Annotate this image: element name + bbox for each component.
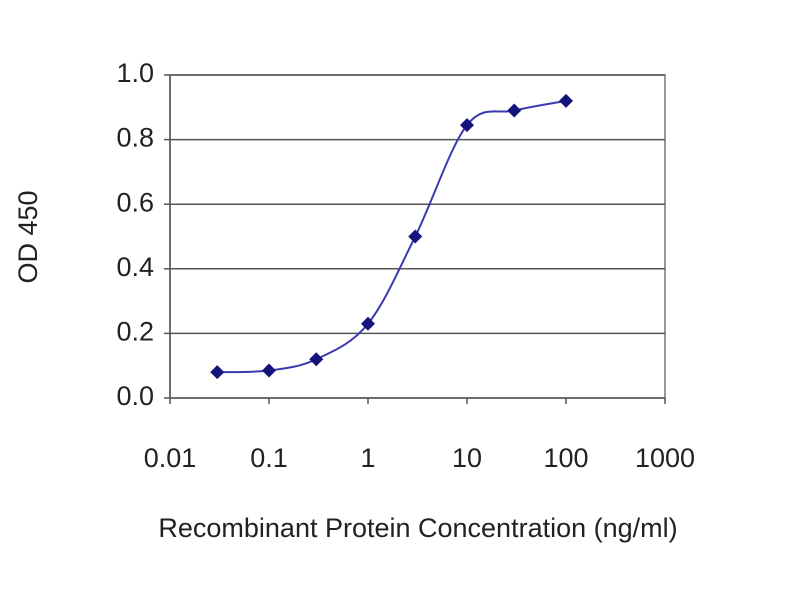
x-tick-label: 1	[360, 443, 375, 473]
y-tick-label: 0.4	[116, 252, 154, 282]
data-point	[460, 118, 474, 133]
x-tick-label: 0.01	[144, 443, 197, 473]
y-tick-label: 0.2	[116, 317, 154, 347]
x-tick-label: 1000	[635, 443, 695, 473]
y-tick-label: 0.6	[116, 187, 154, 217]
x-tick-label: 100	[543, 443, 588, 473]
data-point	[309, 352, 324, 367]
y-tick-label: 0.8	[116, 123, 154, 153]
x-tick-label: 0.1	[250, 443, 288, 473]
data-point	[408, 229, 423, 244]
data-point	[210, 365, 225, 380]
data-point	[507, 103, 522, 118]
x-tick-label: 10	[452, 443, 482, 473]
y-tick-label: 0.0	[116, 381, 154, 411]
data-point	[559, 93, 573, 108]
y-axis-label: OD 450	[13, 190, 43, 283]
data-point	[262, 363, 276, 378]
x-axis-label: Recombinant Protein Concentration (ng/ml…	[158, 513, 677, 543]
y-tick-label: 1.0	[116, 58, 154, 88]
data-point	[361, 316, 375, 331]
data-line	[217, 99, 567, 374]
